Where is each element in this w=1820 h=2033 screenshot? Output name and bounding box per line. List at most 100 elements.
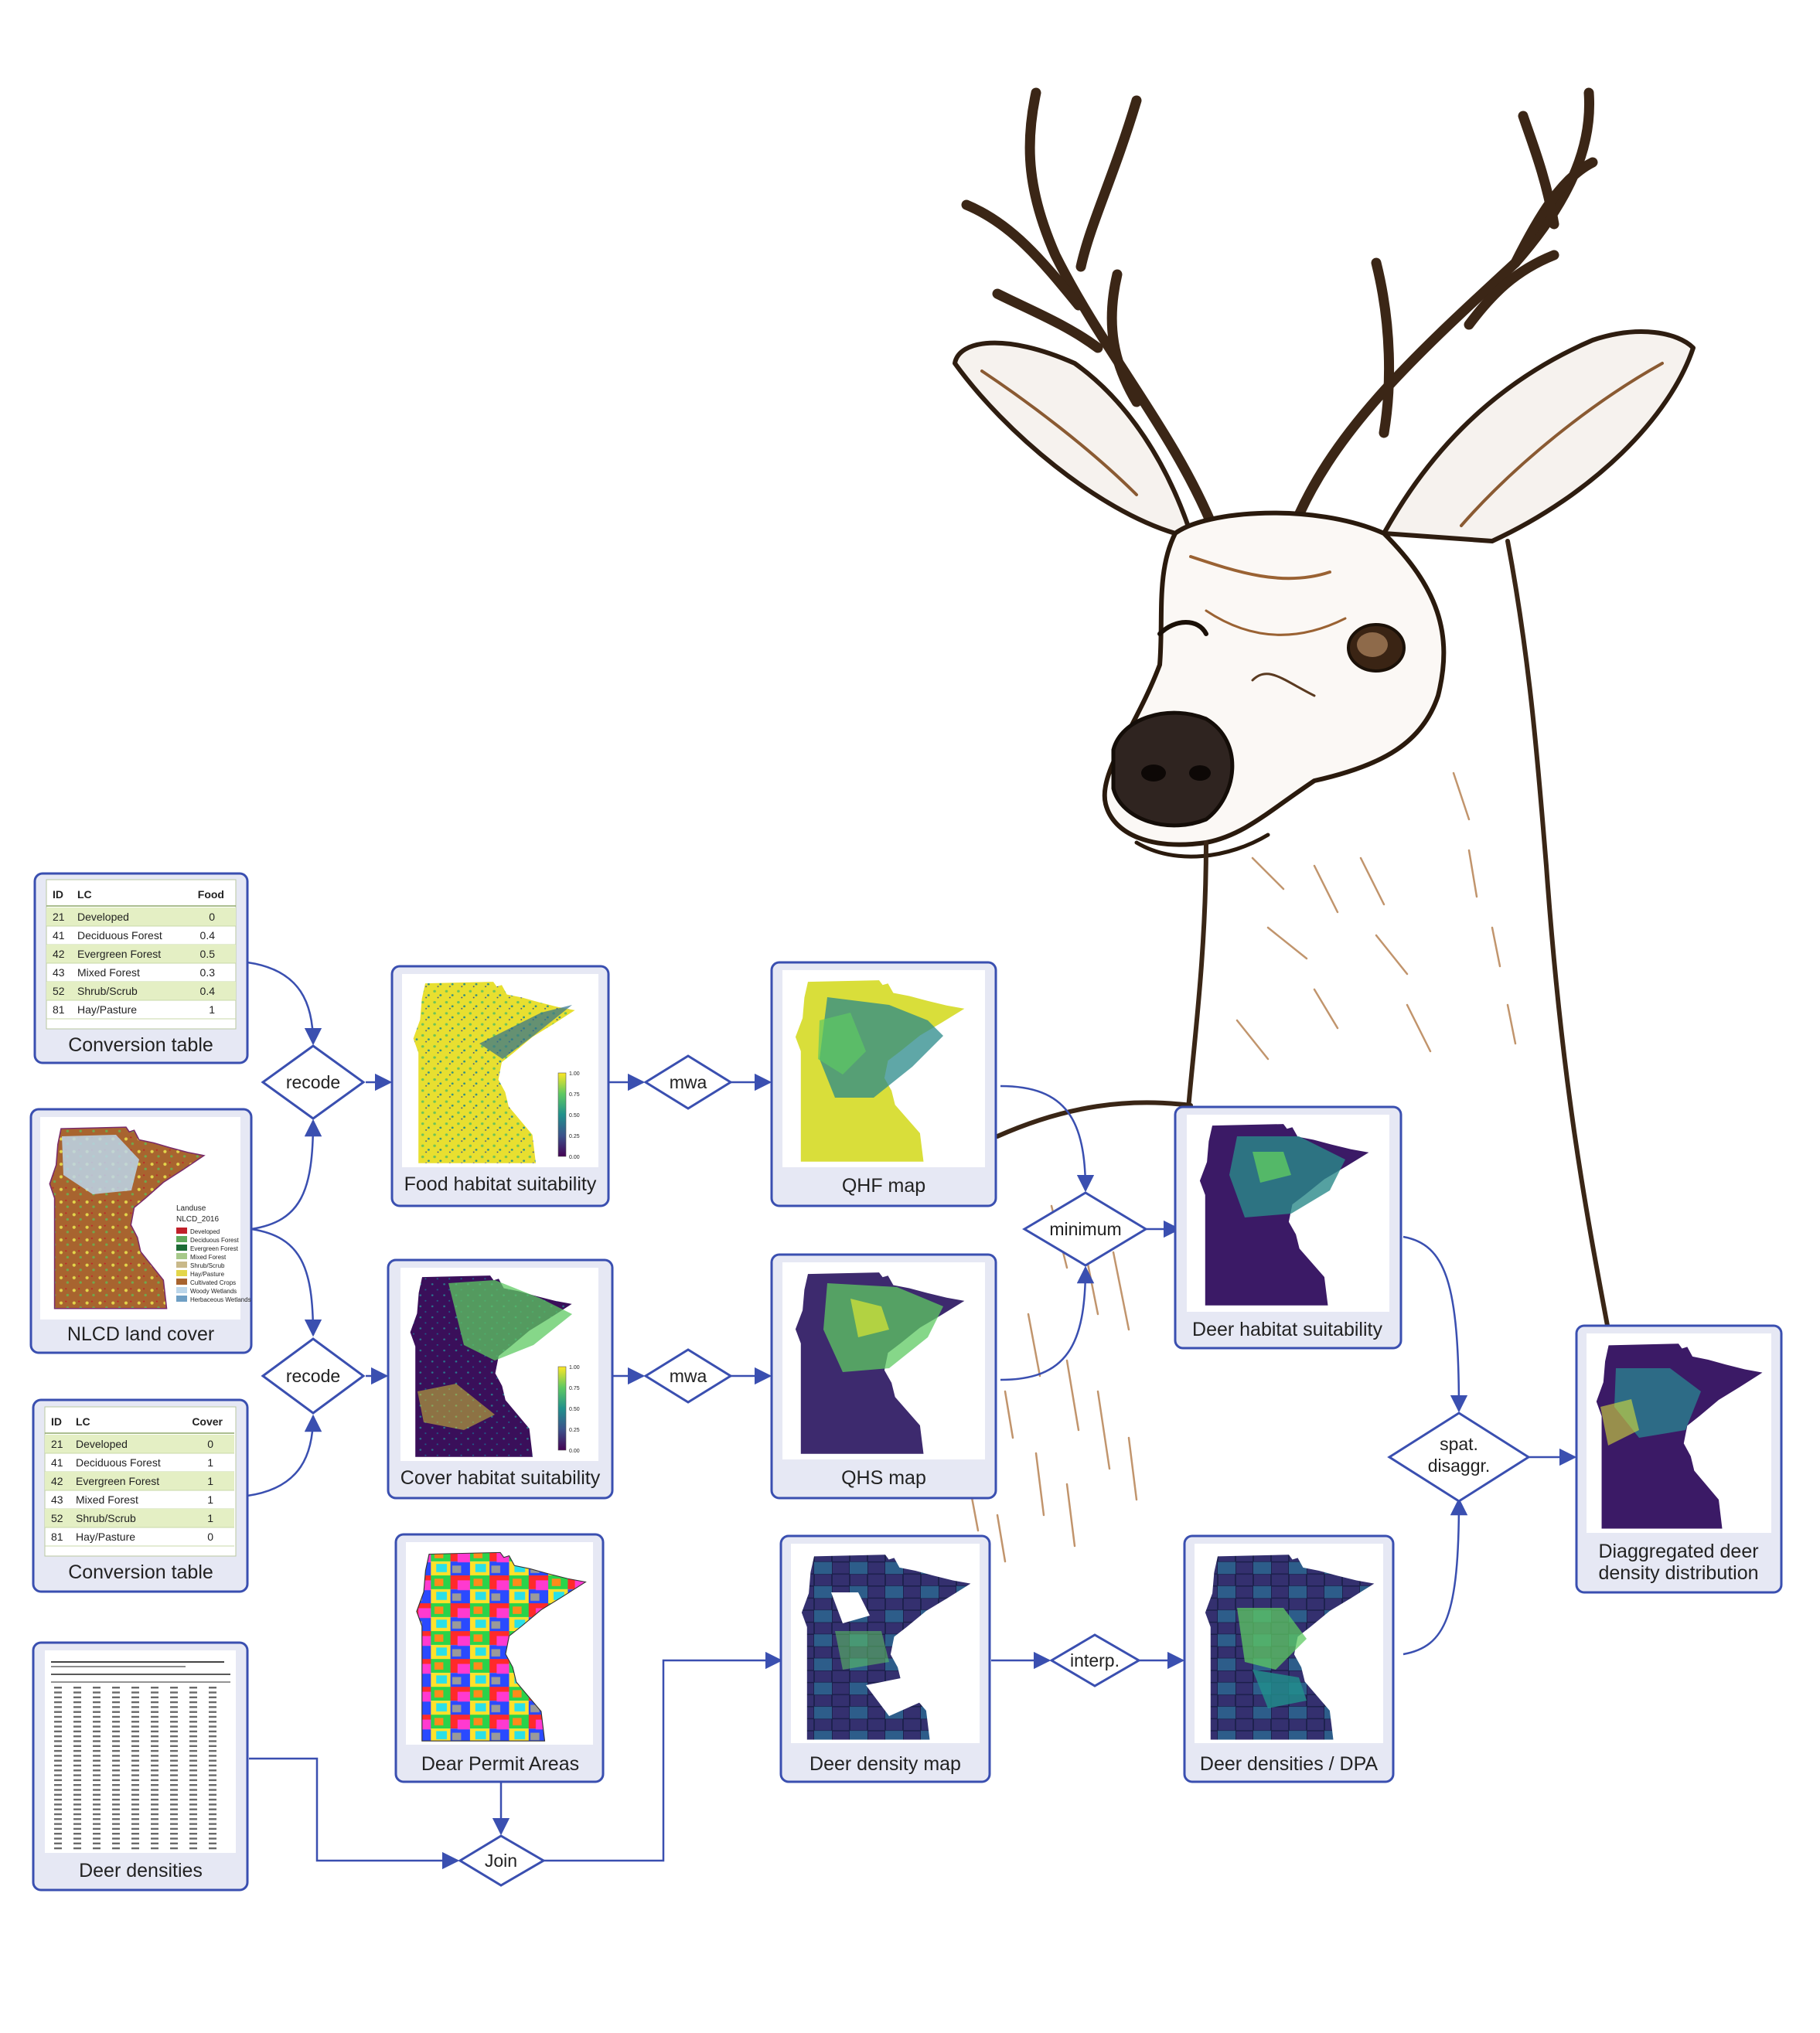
- doc-cell: [54, 1701, 62, 1704]
- doc-cell: [54, 1696, 62, 1698]
- doc-cell: [112, 1715, 120, 1718]
- doc-cell: [93, 1789, 101, 1791]
- doc-cell: [209, 1730, 216, 1733]
- legend-label: Woody Wetlands: [190, 1288, 237, 1295]
- doc-cell: [131, 1833, 139, 1835]
- doc-cell: [54, 1793, 62, 1796]
- doc-cell: [170, 1740, 178, 1742]
- doc-cell: [73, 1730, 81, 1733]
- doc-cell: [170, 1779, 178, 1782]
- svg-text:recode: recode: [286, 1072, 340, 1092]
- table-cell: 0.3: [200, 966, 216, 979]
- deer-densities-rows: [54, 1687, 216, 1850]
- legend-label: Evergreen Forest: [190, 1245, 239, 1252]
- colorbar-tick: 0.25: [569, 1428, 580, 1433]
- doc-cell: [170, 1769, 178, 1772]
- doc-cell: [151, 1691, 158, 1694]
- doc-cell: [151, 1813, 158, 1816]
- op-recode-bottom: recode: [261, 1337, 366, 1415]
- doc-cell: [189, 1769, 197, 1772]
- doc-cell: [93, 1711, 101, 1713]
- legend-swatch: [176, 1245, 187, 1251]
- doc-cell: [151, 1740, 158, 1742]
- doc-cell: [151, 1779, 158, 1782]
- doc-cell: [93, 1823, 101, 1825]
- svg-text:mwa: mwa: [670, 1072, 707, 1092]
- doc-cell: [209, 1789, 216, 1791]
- food-table-caption: Conversion table: [68, 1034, 213, 1056]
- doc-cell: [54, 1833, 62, 1835]
- doc-cell: [170, 1687, 178, 1689]
- doc-cell: [131, 1847, 139, 1850]
- doc-cell: [112, 1764, 120, 1767]
- svg-text:mwa: mwa: [670, 1366, 707, 1386]
- table-cell: Hay/Pasture: [76, 1531, 135, 1543]
- doc-cell: [131, 1827, 139, 1830]
- doc-cell: [112, 1833, 120, 1835]
- colorbar-tick: 0.00: [569, 1449, 580, 1454]
- doc-cell: [189, 1784, 197, 1786]
- doc-cell: [209, 1847, 216, 1850]
- doc-cell: [151, 1749, 158, 1752]
- deer-neck: [995, 539, 1610, 1332]
- legend-label: Developed: [190, 1228, 220, 1235]
- doc-cell: [170, 1784, 178, 1786]
- table-cell: 41: [51, 1456, 63, 1469]
- colorbar-tick: 0.00: [569, 1155, 580, 1160]
- doc-cell: [112, 1847, 120, 1850]
- qhf-node: QHF map: [770, 961, 997, 1207]
- doc-cell: [131, 1745, 139, 1747]
- doc-cell: [93, 1847, 101, 1850]
- doc-cell: [170, 1803, 178, 1806]
- svg-text:recode: recode: [286, 1366, 340, 1386]
- disaggregated-caption-2: density distribution: [1598, 1562, 1758, 1584]
- doc-cell: [54, 1735, 62, 1738]
- svg-text:spat.: spat.: [1440, 1434, 1478, 1454]
- doc-cell: [93, 1827, 101, 1830]
- deer-densities-caption: Deer densities: [79, 1860, 203, 1881]
- doc-cell: [112, 1696, 120, 1698]
- doc-cell: [170, 1701, 178, 1704]
- table-cell: Hay/Pasture: [77, 1003, 137, 1016]
- doc-cell: [189, 1701, 197, 1704]
- table-cell: Deciduous Forest: [76, 1456, 161, 1469]
- table-header-cell: Food: [198, 888, 224, 901]
- doc-cell: [131, 1779, 139, 1782]
- doc-cell: [112, 1687, 120, 1689]
- doc-cell: [170, 1827, 178, 1830]
- doc-cell: [93, 1735, 101, 1738]
- colorbar-tick: 0.50: [569, 1113, 580, 1119]
- colorbar: [557, 1366, 567, 1451]
- doc-cell: [73, 1774, 81, 1776]
- doc-cell: [189, 1774, 197, 1776]
- doc-cell: [54, 1691, 62, 1694]
- doc-cell: [151, 1696, 158, 1698]
- food-suitability-node: 1.00 0.75 0.50 0.25 0.00 Food habitat suitab…: [390, 965, 610, 1207]
- doc-cell: [151, 1764, 158, 1767]
- doc-cell: [93, 1740, 101, 1742]
- doc-cell: [209, 1774, 216, 1776]
- doc-cell: [93, 1784, 101, 1786]
- doc-cell: [189, 1691, 197, 1694]
- colorbar: [557, 1072, 567, 1157]
- doc-cell: [209, 1818, 216, 1820]
- doc-cell: [131, 1784, 139, 1786]
- doc-cell: [189, 1740, 197, 1742]
- food-suitability-caption: Food habitat suitability: [404, 1173, 597, 1195]
- densities-dpa-node: Deer densities / DPA: [1183, 1534, 1395, 1783]
- doc-cell: [209, 1691, 216, 1694]
- deer-suitability-node: Deer habitat suitability: [1174, 1105, 1402, 1350]
- svg-text:minimum: minimum: [1049, 1219, 1121, 1239]
- doc-cell: [73, 1725, 81, 1728]
- doc-cell: [151, 1687, 158, 1689]
- doc-cell: [93, 1774, 101, 1776]
- doc-cell: [73, 1784, 81, 1786]
- doc-cell: [54, 1827, 62, 1830]
- doc-cell: [189, 1745, 197, 1747]
- doc-cell: [189, 1789, 197, 1791]
- doc-cell: [54, 1749, 62, 1752]
- doc-cell: [151, 1715, 158, 1718]
- doc-cell: [189, 1833, 197, 1835]
- doc-cell: [151, 1803, 158, 1806]
- dpa-node: Dear Permit Areas: [394, 1533, 605, 1783]
